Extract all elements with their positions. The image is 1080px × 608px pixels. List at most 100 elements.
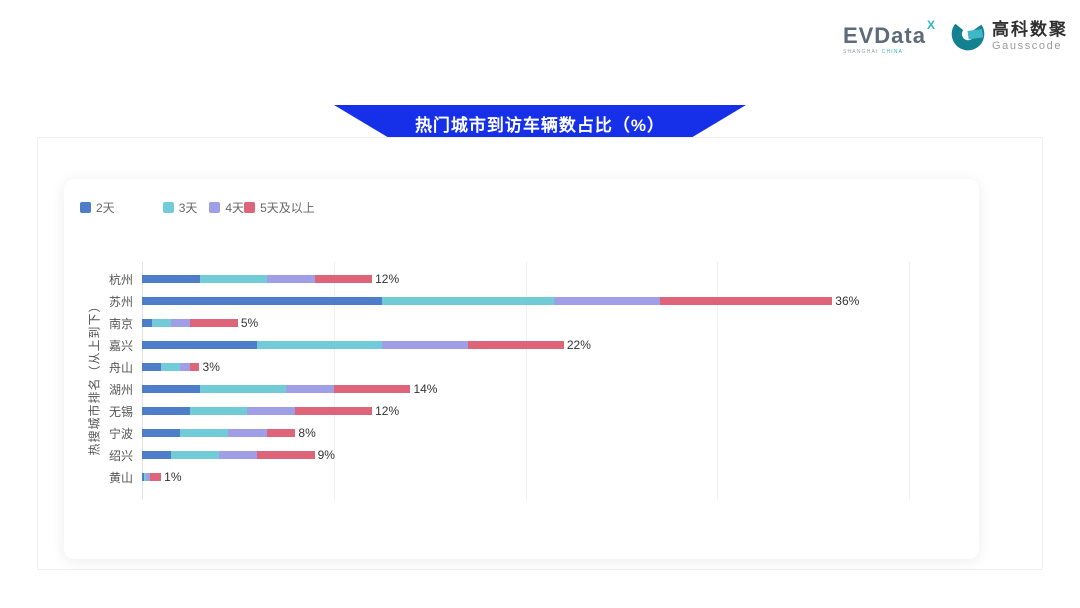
grid-layer [142,262,910,500]
category-label: 黄山 [108,470,133,485]
evdata-subtext: SHANGHAI CHINA [842,48,904,55]
bar-segment-4天 [218,451,258,459]
bar-segment-4天 [180,363,190,371]
grid-line-20 [525,262,527,500]
bar-segment-2天 [142,407,190,415]
chart-row-舟山: 舟山 3% [80,356,963,378]
page-title: 热门城市到访车辆数占比（%） [414,116,666,135]
plot-area: 5% [142,312,909,334]
chart-row-苏州: 苏州 36% [80,290,963,312]
legend-item-4天[interactable]: 4天 [209,199,244,216]
chart-row-湖州: 湖州 14% [80,378,963,400]
bar-segment-2天 [142,385,200,393]
plot-area: 1% [142,466,909,488]
chart-row-无锡: 无锡 12% [80,400,963,422]
gausscode-text: 高科数聚 Gausscode [992,20,1068,52]
bar-segment-5天及以上 [295,407,373,415]
bar-segment-4天 [228,429,267,437]
value-label: 36% [835,294,860,308]
stacked-bar[interactable] [142,297,833,305]
stacked-bar[interactable] [142,363,200,371]
stacked-bar[interactable] [142,429,296,437]
value-label: 5% [240,316,259,330]
chart-card: 2天 3天 4天 5天及以上 热搜城市排名（从上到下） 杭州 12% 苏州 36% 南京 5% 嘉… [64,179,979,559]
bar-segment-2天 [142,297,382,305]
value-label: 12% [375,404,400,418]
bar-segment-2天 [142,341,258,349]
bar-segment-3天 [170,451,219,459]
grid-line-40 [909,262,910,500]
category-label: 嘉兴 [108,338,133,353]
bar-segment-4天 [285,385,334,393]
plot-area: 12% [142,400,909,422]
plot-area: 8% [142,422,909,444]
evdata-subtext-right: CHINA [881,48,904,55]
bar-segment-4天 [381,341,468,349]
bar-segment-2天 [142,275,200,283]
evdata-subtext-left: SHANGHAI [842,48,879,55]
stacked-bar[interactable] [142,319,238,327]
bar-segment-2天 [142,473,144,481]
plot-area: 9% [142,444,909,466]
category-label: 南京 [108,316,133,331]
grid-line-30 [717,262,719,500]
value-label: 8% [298,426,316,440]
bar-segment-3天 [161,363,181,371]
evdata-wordmark: EVDataX [843,19,936,47]
chart-row-南京: 南京 5% [80,312,963,334]
stacked-bar[interactable] [142,451,315,459]
bar-segment-3天 [180,429,229,437]
chart-row-绍兴: 绍兴 9% [80,444,963,466]
bar-segment-2天 [142,319,152,327]
bar-segment-4天 [247,407,296,415]
plot-area: 3% [142,356,909,378]
value-label: 1% [164,470,182,484]
legend-item-2天[interactable]: 2天 [80,199,115,216]
bar-segment-5天及以上 [659,297,833,305]
chart-row-嘉兴: 嘉兴 22% [80,334,963,356]
bar-segment-3天 [151,319,171,327]
gausscode-logo: 高科数聚 Gausscode [950,16,1068,57]
bar-segment-5天及以上 [333,385,411,393]
title-banner: 热门城市到访车辆数占比（%） [334,105,746,142]
bar-segment-5天及以上 [189,319,238,327]
bar-segment-4天 [170,319,190,327]
evdata-brand-text: EVData [842,22,926,48]
plot-area: 14% [142,378,909,400]
bar-segment-3天 [189,407,248,415]
legend-swatch [244,202,256,213]
legend-label: 3天 [178,201,198,215]
category-label: 宁波 [108,426,133,441]
chart-body: 热搜城市排名（从上到下） 杭州 12% 苏州 36% 南京 5% 嘉兴 22% 舟山 3% 湖州 14… [80,262,963,500]
bar-segment-4天 [266,275,315,283]
legend-item-5天及以上[interactable]: 5天及以上 [244,199,315,216]
bar-segment-5天及以上 [149,473,162,481]
legend-label: 4天 [225,201,245,215]
stacked-bar[interactable] [142,341,564,349]
chart-row-宁波: 宁波 8% [80,422,963,444]
legend-item-3天[interactable]: 3天 [162,199,198,216]
outer-panel: 2天 3天 4天 5天及以上 热搜城市排名（从上到下） 杭州 12% 苏州 36% 南京 5% 嘉… [37,137,1043,570]
gausscode-name-cn: 高科数聚 [992,20,1068,40]
category-label: 无锡 [108,404,133,419]
stacked-bar[interactable] [142,473,162,481]
bar-segment-2天 [142,451,171,459]
bar-segment-5天及以上 [266,429,296,437]
bar-segment-3天 [199,275,267,283]
stacked-bar[interactable] [142,407,373,415]
stacked-bar[interactable] [142,385,411,393]
chart-row-黄山: 黄山 1% [80,466,963,488]
bar-segment-2天 [142,363,162,371]
plot-area: 12% [142,268,909,290]
gausscode-name-en: Gausscode [992,39,1063,52]
category-label: 绍兴 [108,448,133,463]
bar-segment-4天 [145,473,150,481]
grid-line-10 [333,262,335,500]
stacked-bar[interactable] [142,275,373,283]
bar-segment-3天 [257,341,382,349]
y-axis-line [142,262,143,500]
legend-label: 5天及以上 [260,201,315,215]
value-label: 3% [202,360,220,374]
bar-segment-5天及以上 [257,451,315,459]
